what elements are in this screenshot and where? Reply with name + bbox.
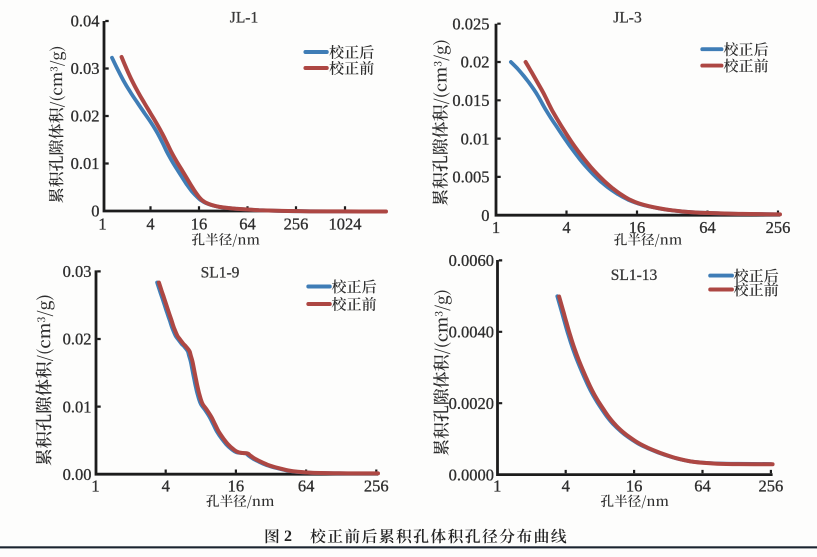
svg-text:0.015: 0.015	[452, 91, 489, 110]
svg-text:4: 4	[562, 218, 570, 237]
svg-text:0.01: 0.01	[71, 154, 100, 173]
svg-text:64: 64	[699, 218, 716, 237]
svg-text:0: 0	[91, 202, 99, 221]
svg-text:64: 64	[694, 477, 711, 496]
svg-text:4: 4	[162, 477, 170, 496]
svg-text:SL1-9: SL1-9	[201, 265, 240, 282]
svg-text:256: 256	[284, 214, 309, 233]
svg-text:16: 16	[626, 477, 643, 496]
svg-text:0.0020: 0.0020	[449, 394, 494, 413]
svg-text:1: 1	[91, 477, 99, 496]
svg-text:256: 256	[364, 477, 389, 496]
svg-text:0.03: 0.03	[63, 262, 92, 281]
svg-text:0.02: 0.02	[461, 53, 490, 72]
svg-text:1024: 1024	[329, 214, 362, 233]
svg-text:16: 16	[629, 218, 646, 237]
svg-text:0.04: 0.04	[71, 12, 100, 31]
svg-text:2: 2	[284, 528, 292, 545]
svg-text:64: 64	[298, 477, 315, 496]
svg-text:64: 64	[239, 214, 256, 233]
svg-text:1: 1	[492, 218, 500, 237]
svg-text:16: 16	[228, 477, 245, 496]
svg-text:0.025: 0.025	[452, 14, 489, 33]
svg-text:JL-1: JL-1	[230, 10, 258, 27]
svg-text:0.005: 0.005	[452, 168, 489, 187]
svg-text:0.01: 0.01	[461, 129, 490, 148]
svg-text:4: 4	[146, 214, 154, 233]
svg-text:256: 256	[766, 218, 791, 237]
svg-text:0.02: 0.02	[63, 330, 92, 349]
svg-text:0: 0	[481, 206, 489, 225]
svg-text:256: 256	[759, 477, 784, 496]
svg-text:0.03: 0.03	[71, 59, 100, 78]
svg-text:0.0060: 0.0060	[449, 251, 494, 270]
svg-text:SL1-13: SL1-13	[611, 267, 658, 284]
svg-text:16: 16	[191, 214, 208, 233]
svg-text:4: 4	[562, 477, 570, 496]
svg-text:0.01: 0.01	[63, 397, 92, 416]
svg-text:1: 1	[98, 214, 106, 233]
svg-text:1: 1	[493, 477, 501, 496]
svg-text:0.0040: 0.0040	[449, 323, 494, 342]
svg-text:0.0000: 0.0000	[449, 465, 494, 484]
svg-text:0.02: 0.02	[71, 107, 100, 126]
svg-text:JL-3: JL-3	[613, 10, 642, 27]
svg-text:0.00: 0.00	[63, 465, 92, 484]
